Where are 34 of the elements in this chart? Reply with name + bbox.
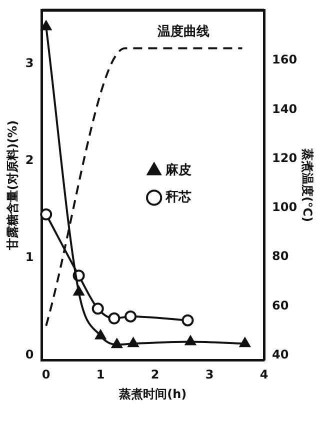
point [40, 208, 52, 220]
point [185, 336, 196, 346]
y2-axis-title: 蒸煮温度(℃) [300, 147, 315, 222]
x-tick-label: 1 [96, 368, 105, 382]
y2-tick-label: 100 [272, 200, 298, 214]
x-tick-label: 2 [150, 368, 160, 382]
point [124, 310, 137, 322]
point [240, 338, 250, 348]
point [73, 286, 84, 296]
y2-tick-label: 40 [272, 347, 289, 362]
y2-tick-label: 160 [272, 52, 298, 67]
x-axis-title: 蒸煮时间(h) [118, 386, 187, 401]
y2-tick-label: 140 [272, 102, 298, 116]
x-tick-label: 4 [260, 368, 268, 382]
point [112, 338, 122, 348]
y2-tick-label: 120 [272, 150, 298, 165]
series-label: 温度曲线 [156, 24, 210, 40]
y-tick-label: 2 [25, 153, 34, 168]
legend-label: 麻皮 [164, 162, 192, 178]
point [92, 302, 104, 315]
point [95, 330, 106, 340]
point [182, 314, 194, 326]
y-tick-label: 0 [25, 347, 34, 362]
y-tick-label: 3 [25, 56, 34, 70]
point [108, 312, 120, 324]
x-tick-label: 3 [205, 368, 214, 382]
x-tick-label: 0 [42, 368, 50, 382]
y2-tick-label: 80 [272, 249, 289, 264]
y-axis-title: 甘露糖含量(对原料)(%) [5, 120, 20, 252]
point [40, 20, 52, 30]
y-tick-label: 1 [25, 250, 34, 264]
legend-label: 秆芯 [164, 190, 192, 206]
point [128, 338, 139, 348]
y2-tick-label: 60 [272, 298, 289, 312]
